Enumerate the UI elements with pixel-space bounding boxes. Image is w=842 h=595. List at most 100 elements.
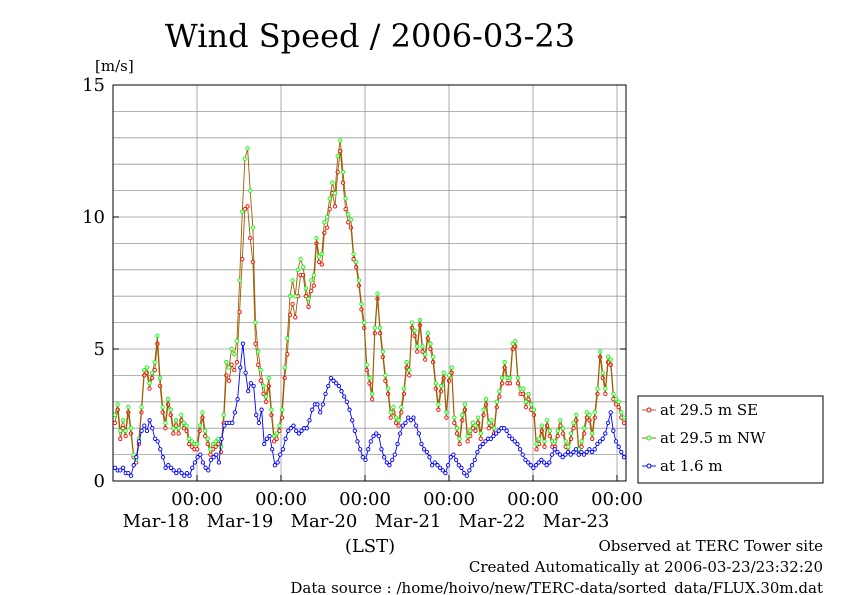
- data-point: [351, 251, 356, 257]
- x-tick-time-label: 00:00: [339, 489, 391, 510]
- data-point: [359, 301, 364, 307]
- data-point: [234, 360, 240, 365]
- data-point: [120, 465, 126, 470]
- data-point: [420, 344, 425, 349]
- data-point: [520, 452, 525, 457]
- data-point: [611, 428, 616, 433]
- data-point: [134, 455, 139, 460]
- data-point: [571, 449, 576, 455]
- data-point: [208, 452, 213, 457]
- data-point: [560, 455, 565, 460]
- data-point: [230, 420, 235, 426]
- data-point: [322, 220, 327, 225]
- x-tick-time-label: 00:00: [423, 489, 475, 510]
- data-point: [291, 423, 296, 428]
- data-point: [306, 304, 311, 309]
- data-point: [395, 441, 400, 447]
- data-point: [149, 370, 155, 375]
- data-point: [168, 465, 174, 470]
- data-point: [258, 367, 263, 373]
- y-axis-unit-label: [m/s]: [95, 57, 134, 75]
- data-point: [453, 457, 459, 463]
- data-point: [488, 436, 493, 441]
- data-point: [404, 360, 409, 365]
- data-point: [605, 420, 611, 426]
- data-point: [316, 259, 322, 265]
- note-created-time: Created Automatically at 2006-03-23/23:3…: [469, 558, 823, 576]
- data-point: [287, 294, 293, 299]
- data-point: [182, 473, 187, 478]
- data-point: [219, 436, 224, 441]
- data-point: [383, 373, 388, 378]
- data-point: [286, 428, 291, 433]
- data-point: [192, 460, 198, 465]
- data-point: [465, 433, 470, 439]
- data-point: [344, 399, 349, 404]
- data-point: [621, 415, 627, 420]
- data-point: [332, 191, 338, 196]
- data-point: [222, 423, 227, 428]
- data-point: [616, 399, 621, 404]
- data-point: [566, 444, 571, 449]
- data-point: [573, 447, 579, 452]
- data-point: [346, 220, 351, 225]
- legend: at 29.5 m SE at 29.5 m NW at 1.6 m: [637, 395, 824, 484]
- data-point: [173, 418, 179, 423]
- data-point: [473, 428, 478, 433]
- data-point: [174, 470, 179, 476]
- data-point: [205, 436, 210, 441]
- data-point: [473, 423, 478, 428]
- data-point: [515, 441, 520, 447]
- data-point: [206, 468, 211, 473]
- data-point: [413, 423, 419, 428]
- legend-label: at 1.6 m: [660, 457, 723, 475]
- data-point: [589, 449, 595, 455]
- data-point: [324, 214, 330, 220]
- data-point: [496, 428, 501, 433]
- data-point: [438, 383, 444, 389]
- data-point: [370, 391, 375, 397]
- data-point: [432, 460, 437, 465]
- data-point: [454, 426, 460, 431]
- data-point: [387, 463, 392, 468]
- data-point: [147, 381, 152, 386]
- data-point: [128, 426, 134, 431]
- data-point: [118, 468, 123, 473]
- data-point: [259, 407, 264, 412]
- data-point: [348, 217, 354, 222]
- data-point: [600, 370, 605, 375]
- data-point: [445, 463, 451, 468]
- data-point: [449, 365, 454, 370]
- data-point: [459, 465, 464, 470]
- data-point: [608, 357, 613, 362]
- legend-label: at 29.5 m SE: [660, 401, 758, 419]
- data-point: [330, 180, 335, 185]
- data-point: [595, 441, 600, 447]
- data-point: [355, 439, 360, 444]
- data-point: [456, 463, 461, 468]
- data-point: [181, 420, 187, 426]
- data-point: [549, 452, 555, 457]
- data-point: [267, 433, 272, 439]
- data-point: [320, 402, 326, 407]
- data-point: [277, 423, 282, 428]
- data-point: [315, 402, 320, 407]
- data-point: [419, 441, 424, 447]
- data-point: [552, 439, 558, 444]
- data-point: [377, 325, 383, 331]
- data-point: [118, 428, 123, 433]
- data-point: [190, 465, 195, 470]
- data-point: [128, 473, 134, 478]
- data-point: [210, 441, 216, 447]
- data-point: [187, 473, 192, 478]
- data-point: [483, 439, 488, 444]
- data-point: [481, 412, 486, 418]
- data-point: [261, 383, 266, 389]
- y-axis-ticks: 0 5 10 15: [82, 75, 626, 492]
- data-point: [168, 407, 173, 412]
- data-point: [229, 346, 234, 352]
- data-point: [555, 449, 560, 455]
- data-point: [428, 341, 433, 346]
- data-point: [576, 452, 581, 457]
- data-point: [295, 267, 301, 272]
